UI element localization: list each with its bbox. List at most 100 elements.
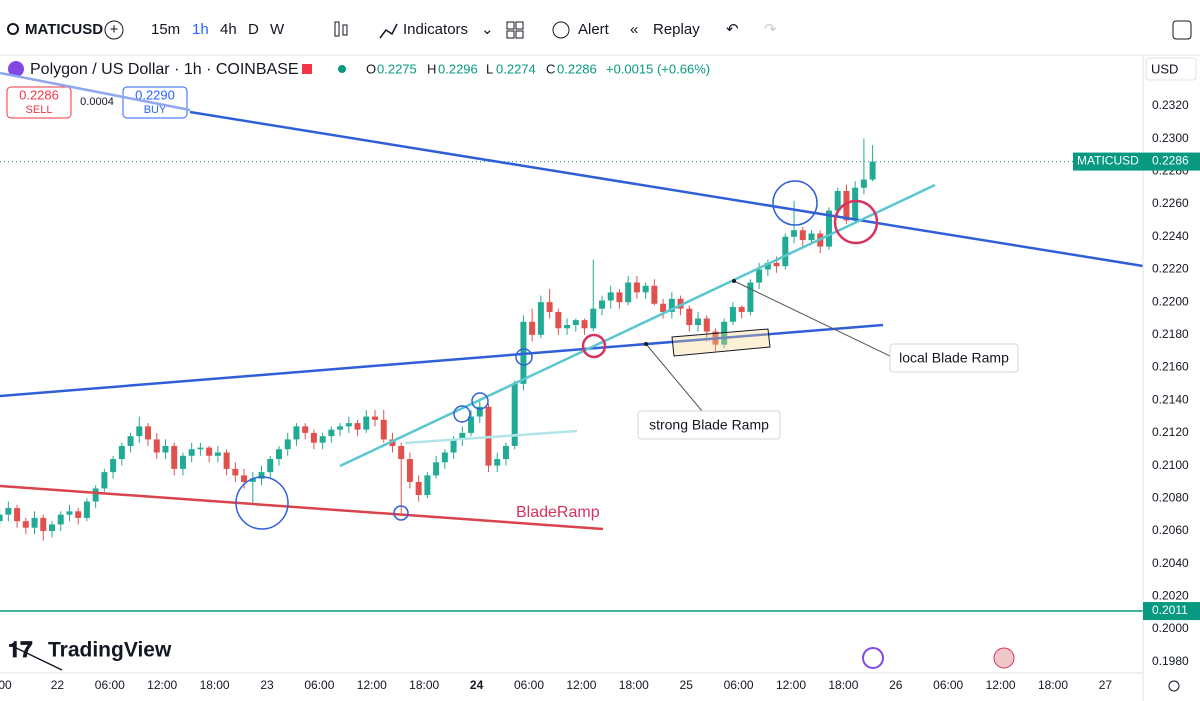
candle-body [555, 311, 562, 329]
l-label: L [486, 61, 493, 76]
candle-body [607, 292, 614, 301]
flag[interactable] [302, 64, 312, 74]
candle-body [450, 439, 457, 453]
indicators[interactable]: Indicators [403, 21, 468, 38]
undo[interactable]: ↶ [726, 21, 739, 38]
layout-icon [506, 30, 515, 39]
candle-body [380, 419, 387, 440]
brand-mark [9, 644, 63, 671]
candle-body [284, 439, 291, 450]
interval[interactable]: 1h [192, 21, 209, 38]
time-tick-label: 18:00 [1038, 678, 1068, 692]
candle-body [852, 187, 859, 221]
candle-body [337, 426, 344, 430]
add-icon: + [110, 21, 119, 38]
time-tick-label: 06:00 [514, 678, 544, 692]
price-tick-label: 0.2180 [1152, 327, 1189, 341]
chart-type-icon[interactable] [334, 21, 340, 37]
candle-body [729, 307, 736, 322]
candle-body [415, 481, 422, 496]
o-value: 0.2275 [377, 61, 417, 76]
symbol[interactable]: MATICUSD [25, 21, 103, 38]
time-tick-label: 00 [0, 678, 12, 692]
h-label: H [427, 61, 436, 76]
time-tick-label: 06:00 [95, 678, 125, 692]
replay[interactable]: Replay [653, 21, 700, 38]
price-tick-label: 0.1980 [1152, 654, 1189, 668]
candle-body [677, 298, 684, 309]
price-tick-label: 0.2120 [1152, 425, 1189, 439]
buy-label: BUY [144, 104, 167, 116]
time-tick-label: 12:00 [357, 678, 387, 692]
event-icon[interactable] [862, 647, 884, 669]
price-tick-label: 0.2080 [1152, 490, 1189, 504]
leader-line [645, 343, 703, 412]
circle-marker [833, 199, 879, 245]
add-symbol[interactable] [104, 20, 124, 40]
candle-body [136, 426, 143, 437]
candle-body [721, 321, 728, 345]
interval[interactable]: 15m [151, 21, 180, 38]
candle-body [511, 383, 518, 446]
layout-icon [515, 30, 524, 39]
candle-body [145, 426, 152, 440]
annotation: local Blade Ramp [899, 350, 1009, 366]
candle-body [66, 511, 73, 515]
time-tick-label: 12:00 [566, 678, 596, 692]
candle-body [267, 459, 274, 473]
settings-icon[interactable] [1168, 680, 1180, 692]
legend-title: Polygon / US Dollar · 1h · COINBASE [30, 61, 299, 78]
candle-body [310, 432, 317, 443]
price-tick-label: 0.2320 [1152, 98, 1189, 112]
time-tick-label: 22 [51, 678, 65, 692]
trend-line [0, 71, 191, 112]
alert-icon [552, 21, 570, 39]
layout-icon[interactable] [506, 21, 515, 30]
candle-body [703, 318, 710, 332]
candle-body [319, 436, 326, 443]
chart-type-icon [342, 24, 348, 36]
circle-marker [581, 333, 607, 359]
candle-body [572, 320, 579, 326]
candle-body [92, 488, 99, 502]
dropdown[interactable]: ⌄ [481, 21, 494, 38]
candle-body [494, 459, 501, 466]
search-icon[interactable] [7, 23, 19, 35]
anchor-dot [732, 279, 736, 283]
redo[interactable]: ↷ [764, 21, 777, 38]
candle-body [502, 445, 509, 460]
interval[interactable]: W [270, 21, 285, 38]
sell-button[interactable] [6, 86, 72, 119]
currency-button[interactable] [1145, 57, 1197, 81]
candle-body [808, 233, 815, 241]
candle-body [118, 445, 125, 460]
trend-line [339, 183, 936, 468]
candle-body [581, 320, 588, 329]
candle-body [162, 445, 169, 453]
fullscreen[interactable] [1172, 20, 1192, 40]
time-tick-label: 06:00 [304, 678, 334, 692]
level-label: 0.2011 [1152, 603, 1188, 617]
sell-label: SELL [26, 104, 53, 116]
candle-body [476, 406, 483, 417]
candle-body [171, 445, 178, 469]
annotation-box [889, 343, 1019, 373]
price-tick-label: 0.2020 [1152, 589, 1189, 603]
alert[interactable]: Alert [578, 21, 610, 38]
interval[interactable]: D [248, 21, 259, 38]
candle-body [651, 285, 658, 304]
candle-body [825, 210, 832, 247]
price-tick-label: 0.2300 [1152, 131, 1189, 145]
candle-body [127, 436, 134, 446]
candle-body [354, 423, 361, 430]
candle-body [668, 298, 675, 312]
drawings [0, 71, 1144, 531]
candle-body [686, 308, 693, 326]
circle-marker [772, 180, 818, 226]
candle-body [179, 455, 186, 469]
time-tick-label: 24 [470, 678, 484, 692]
event-icon[interactable] [993, 647, 1015, 669]
interval[interactable]: 4h [220, 21, 237, 38]
price-tick-label: 0.2220 [1152, 262, 1189, 276]
